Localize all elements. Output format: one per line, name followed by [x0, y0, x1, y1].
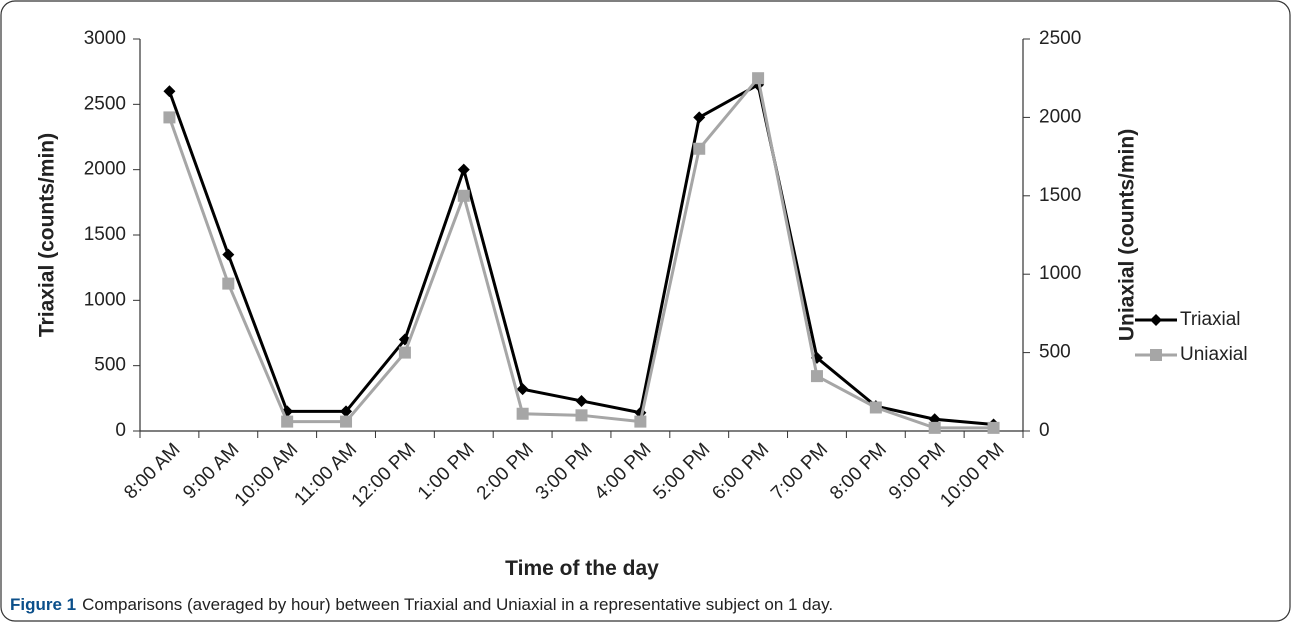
point-marker: [810, 370, 823, 383]
point-marker: [163, 111, 176, 124]
y2-tick-label: 2000: [1039, 106, 1081, 127]
point-marker: [398, 346, 411, 359]
point-marker: [575, 394, 588, 407]
caption: Figure 1 Comparisons (averaged by hour) b…: [10, 595, 833, 614]
y2-tick-label: 1000: [1039, 263, 1081, 284]
point-marker: [516, 383, 529, 396]
point-marker: [457, 189, 470, 202]
y-tick-label: 0: [115, 420, 126, 441]
point-marker: [869, 401, 882, 414]
point-marker: [693, 111, 706, 124]
legend-marker: [1150, 314, 1162, 326]
legend-label: Triaxial: [1180, 309, 1241, 330]
y-tick-label: 2500: [84, 93, 126, 114]
point-marker: [222, 277, 235, 290]
caption-label: Figure 1: [10, 595, 76, 614]
point-marker: [222, 248, 235, 261]
y-tick-label: 2000: [84, 159, 126, 180]
point-marker: [928, 421, 941, 434]
y-tick-label: 500: [94, 355, 126, 376]
point-marker: [693, 142, 706, 155]
point-marker: [987, 421, 1000, 434]
y2-tick-label: 1500: [1039, 185, 1081, 206]
caption-text: Comparisons (averaged by hour) between T…: [82, 595, 833, 614]
y-tick-label: 1000: [84, 289, 126, 310]
point-marker: [634, 415, 647, 428]
legend-marker: [1150, 349, 1162, 361]
y2-axis-title: Uniaxial (counts/min): [1116, 129, 1139, 341]
point-marker: [752, 72, 765, 85]
y-tick-label: 1500: [84, 224, 126, 245]
point-marker: [340, 415, 353, 428]
point-marker: [340, 405, 353, 418]
legend-label: Uniaxial: [1180, 344, 1248, 365]
x-axis-title: Time of the day: [505, 557, 659, 580]
point-marker: [457, 163, 470, 176]
point-marker: [516, 407, 529, 420]
point-marker: [575, 409, 588, 422]
y-tick-label: 3000: [84, 28, 126, 49]
y2-tick-label: 500: [1039, 342, 1071, 363]
point-marker: [281, 415, 294, 428]
point-marker: [163, 85, 176, 98]
y2-tick-label: 2500: [1039, 28, 1081, 49]
y2-tick-label: 0: [1039, 420, 1050, 441]
y-axis-title: Triaxial (counts/min): [36, 133, 59, 337]
